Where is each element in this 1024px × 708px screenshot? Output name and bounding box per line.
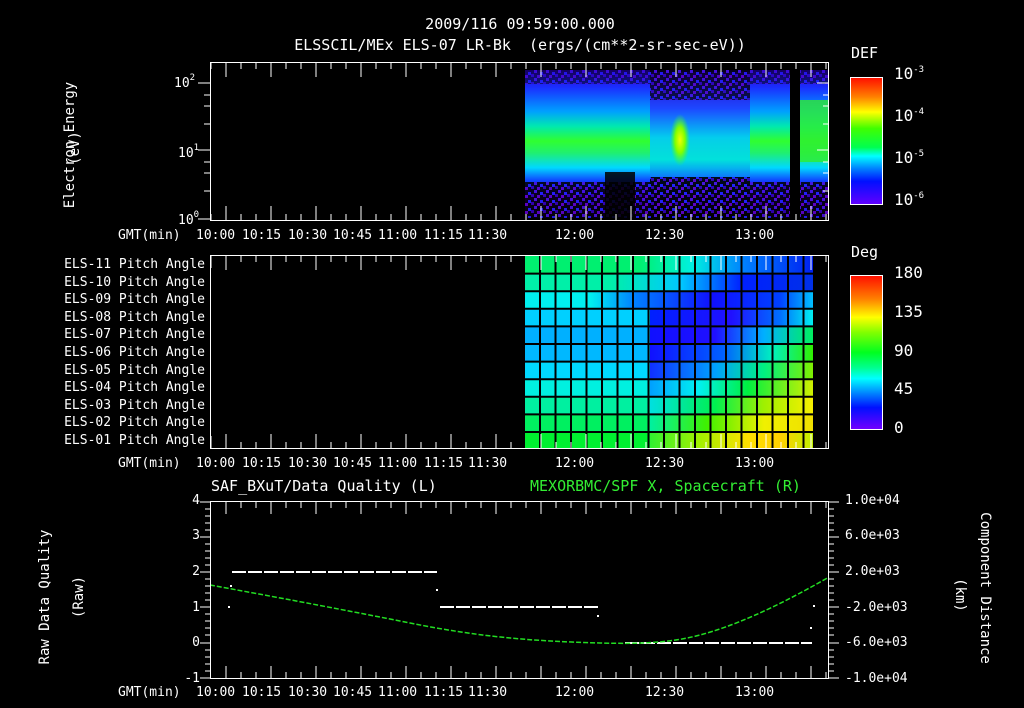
cbar1-tick-2: 10-5 <box>894 148 925 167</box>
plot-title: ELSSCIL/MEx ELS-07 LR-Bk (ergs/(cm**2-sr… <box>294 36 746 54</box>
plot-timestamp: 2009/116 09:59:00.000 <box>425 15 615 33</box>
cbar2-tick-90: 90 <box>894 341 914 360</box>
cbar2-tick-180: 180 <box>894 263 923 282</box>
cbar1-tick-3: 10-6 <box>894 190 925 209</box>
colorbar2 <box>850 275 883 430</box>
quality-spf-canvas <box>200 501 839 679</box>
time-axis-ticks-3: 10:00 10:15 10:30 10:45 11:00 11:15 11:3… <box>196 685 775 700</box>
spf-x-series <box>209 576 830 645</box>
time-axis-label-1: GMT(min) <box>118 228 181 243</box>
colorbar1 <box>850 77 883 205</box>
pitch-angle-cells <box>525 256 813 448</box>
panel3-left-yticks: 4 3 2 1 0 -1 <box>184 493 200 686</box>
data-quality-series <box>232 571 812 644</box>
panel3-right-yunit: (km) <box>952 578 968 612</box>
cbar2-tick-45: 45 <box>894 379 914 398</box>
pitch-angle-canvas <box>210 255 829 449</box>
time-axis-label-3: GMT(min) <box>118 685 181 700</box>
colorbar1-title: DEF <box>851 44 879 62</box>
pitch-angle-plot[interactable] <box>210 255 829 449</box>
spectrogram-canvas <box>198 62 829 221</box>
panel1-yunit: (eV) <box>67 131 83 165</box>
quality-spf-plot[interactable] <box>200 501 839 679</box>
panel3-left-title: SAF_BXuT/Data Quality (L) <box>211 477 437 495</box>
ytick-10: 101 <box>178 143 200 161</box>
panel3-left-yunit: (Raw) <box>71 575 87 619</box>
cbar1-tick-1: 10-4 <box>894 106 925 125</box>
panel3-left-ylabel: Raw Data Quality <box>37 529 53 665</box>
ytick-100: 102 <box>174 73 196 91</box>
cbar2-tick-0: 0 <box>894 418 904 437</box>
time-axis-ticks-1: 10:00 10:15 10:30 10:45 11:00 11:15 11:3… <box>196 228 775 243</box>
time-axis-label-2: GMT(min) <box>118 456 181 471</box>
pitch-grid <box>525 256 813 448</box>
panel3-right-title: MEXORBMC/SPF X, Spacecraft (R) <box>530 477 801 495</box>
spectrogram-plot[interactable] <box>198 62 829 221</box>
panel3-right-ylabel: Component Distance <box>977 512 993 664</box>
panel3-right-yticks: 1.0e+04 6.0e+03 2.0e+03 -2.0e+03 -6.0e+0… <box>845 493 908 686</box>
time-ticks <box>198 63 829 220</box>
colorbar2-title: Deg <box>851 243 879 261</box>
cbar2-tick-135: 135 <box>894 302 923 321</box>
cbar1-tick-0: 10-3 <box>894 64 925 83</box>
ytick-1: 100 <box>178 210 200 228</box>
time-axis-ticks-2: 10:00 10:15 10:30 10:45 11:00 11:15 11:3… <box>196 456 775 471</box>
